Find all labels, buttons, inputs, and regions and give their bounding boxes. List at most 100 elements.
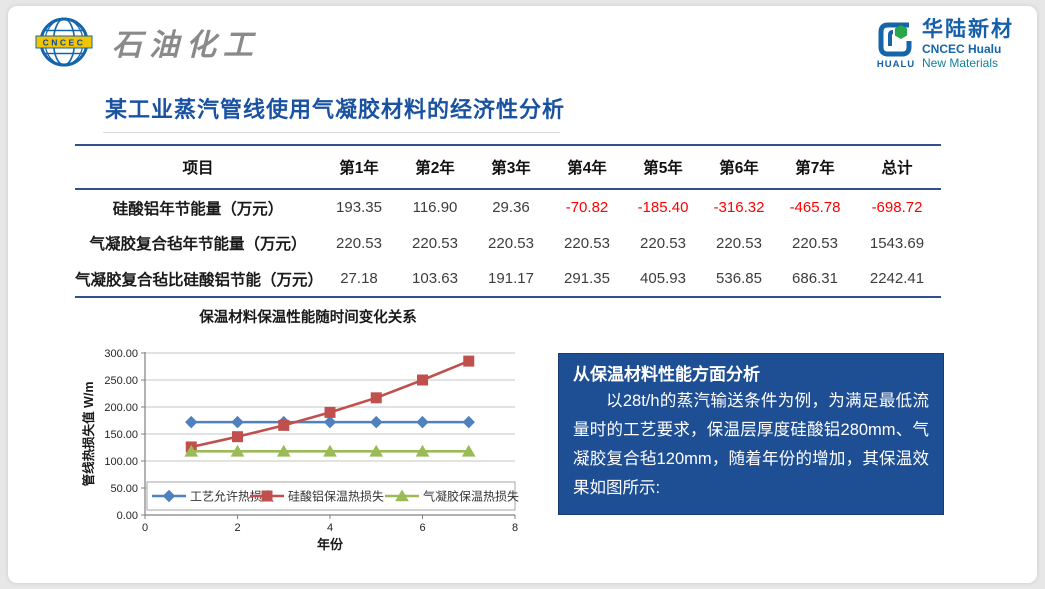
marker-triangle [415, 444, 430, 457]
y-tick-label: 250.00 [104, 375, 138, 387]
cell-value: 220.53 [640, 234, 686, 252]
y-tick-label: 0.00 [117, 510, 138, 522]
marker-triangle [323, 444, 337, 457]
marker-triangle [395, 489, 409, 502]
cell-value: 405.93 [640, 270, 686, 287]
cell-value: 220.53 [792, 234, 838, 252]
cncec-logo-text: CNCEC [43, 38, 86, 48]
cell-value: 220.53 [488, 234, 534, 252]
marker-diamond [370, 415, 383, 429]
title-underline [103, 132, 560, 133]
savings-table: 项目 第1年 第2年 第3年 第4年 第5年 第6年 第7年 总计 硅酸铝年节能量（万元） 193… [75, 144, 941, 298]
cell-value: 29.36 [492, 199, 530, 216]
cell-value: 220.53 [336, 234, 382, 252]
info-box-body: 以28t/h的蒸汽输送条件为例，为满足最低流量时的工艺要求，保温层厚度硅酸铝28… [573, 392, 929, 497]
header-right-logo: HUALU 华陆新材 CNCEC Hualu New Materials [876, 18, 1014, 70]
marker-triangle [230, 444, 245, 457]
cell-value: 191.17 [488, 270, 534, 287]
chart-title: 保温材料保温性能随时间变化关系 [198, 308, 417, 326]
hualu-word: HUALU [876, 59, 916, 70]
col-header-year: 第5年 [625, 145, 701, 190]
marker-square [278, 419, 290, 431]
marker-square [232, 431, 243, 443]
table-row: 硅酸铝年节能量（万元） 193.35 116.90 29.36 -70.82 -185.4… [75, 189, 941, 225]
cell-value: 686.31 [792, 270, 838, 287]
y-tick-label: 150.00 [104, 429, 138, 441]
legend-box [146, 481, 516, 511]
legend-label: 硅酸铝保温热损失 [288, 489, 384, 504]
col-header-year: 总计 [853, 145, 941, 190]
analysis-info-box: 从保温材料性能方面分析 以28t/h的蒸汽输送条件为例，为满足最低流量时的工艺要… [558, 353, 944, 515]
cell-value: -70.82 [565, 199, 609, 216]
cell-value: 116.90 [412, 199, 458, 216]
marker-square [324, 406, 336, 418]
marker-triangle [184, 444, 199, 457]
marker-triangle [276, 444, 291, 457]
marker-square [261, 490, 273, 502]
cell-value: 103.63 [412, 270, 458, 287]
petrochemical-brand-text: 石油化工 [112, 29, 260, 62]
hualu-en-name: CNCEC Hualu [922, 42, 1002, 56]
cell-value: -698.72 [871, 199, 923, 216]
table-header: 项目 第1年 第2年 第3年 第4年 第5年 第6年 第7年 总计 [75, 145, 941, 190]
x-tick-label: 8 [512, 522, 518, 534]
info-box-heading: 从保温材料性能方面分析 [573, 365, 760, 384]
performance-chart: 保温材料保温性能随时间变化关系 0.00 50.00 100.00 150.00 200.… [78, 306, 543, 568]
y-axis-title: 管线热损失值 W/m [81, 382, 96, 487]
y-tick-label: 50.00 [110, 483, 138, 495]
hualu-mark: HUALU [876, 18, 916, 70]
cell-value: -185.40 [637, 199, 689, 216]
chart-svg: 保温材料保温性能随时间变化关系 0.00 50.00 100.00 150.00 200.… [81, 308, 519, 552]
marker-triangle [461, 444, 476, 457]
marker-square [463, 355, 475, 367]
y-tick-label: 100.00 [104, 456, 138, 468]
table-row: 气凝胶复合毡比硅酸铝节能（万元） 27.18 103.63 191.17 291.35 4… [75, 261, 941, 297]
cell-value: 27.18 [340, 270, 378, 287]
marker-triangle [369, 444, 384, 457]
x-tick-label: 4 [327, 522, 333, 534]
cell-value: 220.53 [564, 234, 610, 252]
marker-square [370, 392, 382, 404]
x-axis-title: 年份 [317, 537, 344, 552]
marker-diamond [162, 489, 176, 503]
hualu-cn-name: 华陆新材 [922, 18, 1014, 41]
cell-value: 193.35 [336, 199, 382, 216]
page-title: 某工业蒸汽管线使用气凝胶材料的经济性分析 [105, 97, 566, 122]
marker-diamond [462, 415, 475, 429]
x-tick-label: 0 [142, 522, 148, 534]
row-label: 气凝胶复合毡比硅酸铝节能（万元） [75, 271, 324, 289]
hualu-en-sub: New Materials [922, 56, 999, 70]
col-header-year: 第7年 [777, 145, 853, 190]
col-header-item: 项目 [75, 145, 321, 190]
cncec-globe-icon: CNCEC [35, 17, 93, 67]
header-left-logo: CNCEC 石油化工 [32, 16, 260, 68]
cell-value: 220.53 [412, 234, 458, 252]
marker-diamond [185, 415, 198, 429]
hualu-logo-icon [878, 22, 912, 57]
cell-value: 1543.69 [869, 234, 925, 252]
col-header-year: 第3年 [473, 145, 549, 190]
col-header-year: 第6年 [701, 145, 777, 190]
cell-value: 536.85 [716, 270, 762, 287]
table-row: 气凝胶复合毡年节能量（万元） 220.53 220.53 220.53 220.53 22… [75, 225, 941, 261]
marker-square [417, 374, 428, 386]
col-header-year: 第2年 [397, 145, 473, 190]
x-tick-label: 2 [234, 522, 240, 534]
cell-value: 291.35 [564, 270, 610, 287]
y-tick-label: 300.00 [104, 348, 138, 360]
savings-table-wrap: 项目 第1年 第2年 第3年 第4年 第5年 第6年 第7年 总计 硅酸铝年节能量（万元） 193… [75, 144, 941, 298]
cell-value: 2242.41 [869, 270, 925, 287]
col-header-year: 第1年 [321, 145, 397, 190]
cell-value: 220.53 [716, 234, 762, 252]
row-label: 硅酸铝年节能量（万元） [112, 200, 284, 218]
cell-value: -316.32 [713, 199, 765, 216]
slide: CNCEC 石油化工 HUALU 华陆新材 CNCEC Hualu New Ma… [8, 6, 1037, 583]
col-header-year: 第4年 [549, 145, 625, 190]
marker-diamond [416, 415, 429, 429]
row-label: 气凝胶复合毡年节能量（万元） [89, 236, 307, 253]
x-tick-label: 6 [419, 522, 425, 534]
marker-diamond [231, 415, 244, 429]
legend-label: 气凝胶保温热损失 [423, 489, 519, 504]
cell-value: -465.78 [789, 199, 841, 216]
y-tick-label: 200.00 [104, 402, 138, 414]
